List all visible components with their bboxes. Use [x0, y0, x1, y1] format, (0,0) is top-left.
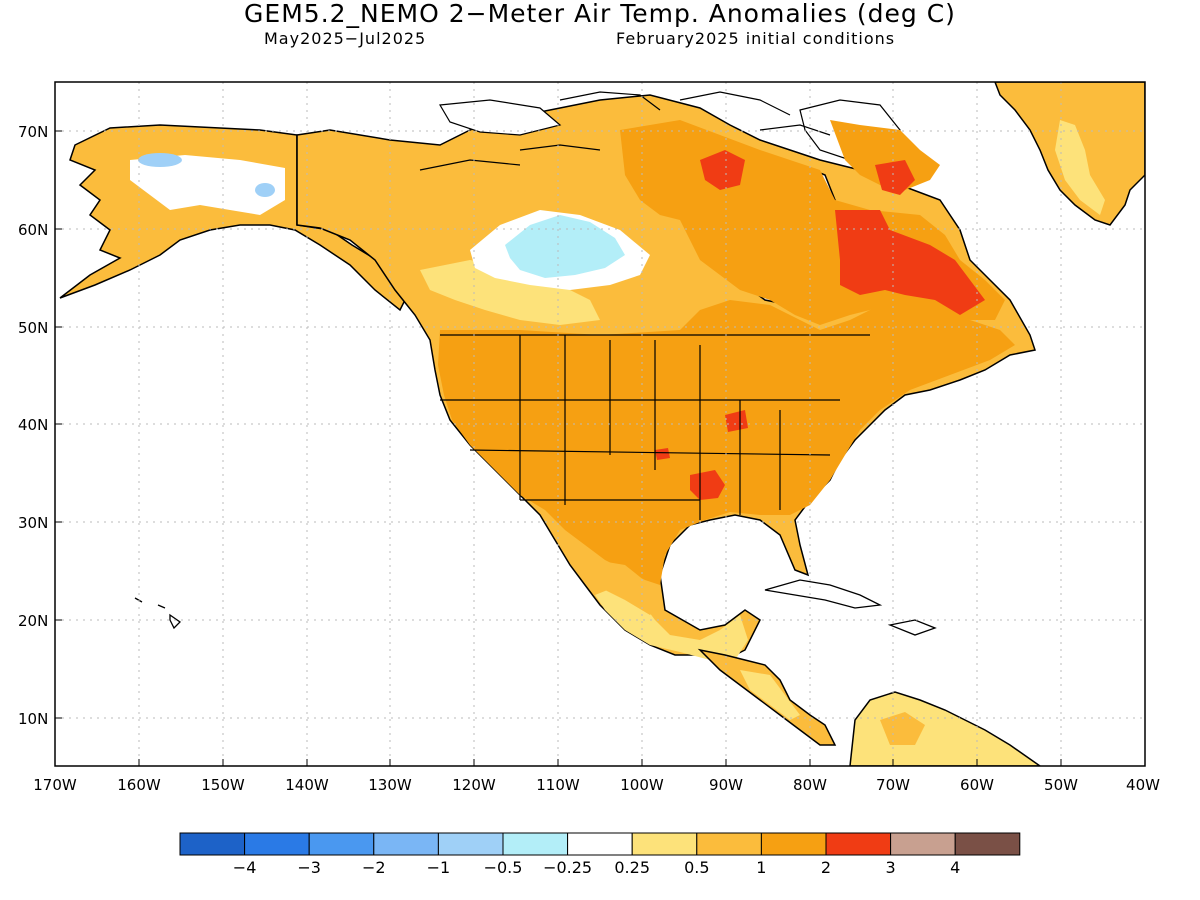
colorbar-swatch: [696, 832, 762, 856]
anomaly-3-arkansas: [690, 470, 725, 500]
colorbar-label: −0.5: [484, 858, 523, 877]
colorbar-swatch: [631, 832, 698, 856]
lat-label: 60N: [18, 221, 48, 239]
lon-label: 130W: [368, 776, 412, 794]
lon-label: 140W: [285, 776, 329, 794]
lat-label: 70N: [18, 123, 48, 141]
colorbar-swatch: [244, 832, 310, 856]
colorbar-label: 0.5: [684, 858, 709, 877]
lat-label: 10N: [18, 710, 48, 728]
anomaly-05-canada-west: [420, 260, 600, 325]
colorbar-swatch: [954, 832, 1021, 856]
colorbar-label: 4: [950, 858, 960, 877]
lon-label: 90W: [709, 776, 743, 794]
alaska-neutral-patch: [130, 155, 285, 215]
arctic-strait: [439, 99, 562, 136]
anomaly-3-baffin: [700, 150, 745, 190]
hispaniola-outline: [887, 619, 937, 636]
lon-labels: 170W 160W 150W 140W 130W 120W 110W 100W …: [33, 776, 1160, 794]
anomaly-2-baffin: [830, 120, 940, 190]
alaska-cool-patch: [138, 153, 182, 167]
colorbar-swatch: [373, 832, 439, 856]
lat-labels: 70N 60N 50N 40N 30N 20N 10N: [18, 123, 48, 728]
greenland-coast-band: [1055, 120, 1105, 215]
lat-ticks: [55, 130, 62, 719]
colorbar-swatch: [179, 832, 246, 856]
colorbar-label: 0.25: [614, 858, 650, 877]
south-america-anomaly-1: [880, 712, 925, 745]
alaska-cool-patch-2: [255, 183, 275, 197]
lon-label: 150W: [201, 776, 245, 794]
lat-label: 30N: [18, 514, 48, 532]
colorbar-label: 1: [756, 858, 766, 877]
colorbar-swatch: [567, 832, 633, 856]
lon-label: 170W: [33, 776, 77, 794]
colorbar-label: 2: [821, 858, 831, 877]
colorbar-swatch: [825, 832, 892, 856]
lon-label: 100W: [620, 776, 664, 794]
anomaly-2-east: [438, 300, 1015, 585]
colorbar-label: −3: [297, 858, 321, 877]
lon-label: 120W: [452, 776, 496, 794]
colorbar-label: −2: [362, 858, 386, 877]
forecast-period: May2025−Jul2025: [264, 29, 427, 48]
lon-ticks: [54, 759, 1146, 766]
cuba-outline: [764, 579, 883, 609]
colorbar-swatch: [437, 832, 504, 856]
anomaly-3-ohio: [725, 410, 748, 432]
colorbar-label: −4: [233, 858, 257, 877]
anomaly-1-mexico: [595, 560, 660, 615]
anomaly-3-oklahoma: [655, 448, 670, 460]
central-america-light: [740, 670, 800, 720]
lat-label: 20N: [18, 612, 48, 630]
political-borders: [296, 135, 870, 520]
anomaly-3-greenland-coast: [875, 160, 915, 195]
lon-label: 160W: [117, 776, 161, 794]
colorbar-swatch: [308, 832, 375, 856]
lon-label: 70W: [876, 776, 910, 794]
lon-label: 60W: [960, 776, 994, 794]
colorbar-swatch: [502, 832, 569, 856]
lon-label: 40W: [1126, 776, 1160, 794]
lat-label: 40N: [18, 416, 48, 434]
cool-patch-nw-canada: [505, 215, 625, 278]
anomaly-3-labrador: [835, 210, 985, 315]
colorbar-label: 3: [886, 858, 896, 877]
south-america-region: [849, 691, 1042, 766]
colorbar-swatch: [890, 832, 956, 856]
lon-label: 80W: [793, 776, 827, 794]
map-title: GEM5.2_NEMO 2−Meter Air Temp. Anomalies …: [244, 0, 956, 28]
colorbar-label: −1: [427, 858, 451, 877]
lon-label: 110W: [536, 776, 580, 794]
lon-label: 50W: [1044, 776, 1078, 794]
colorbar-swatch: [760, 832, 827, 856]
arctic-islands: [419, 91, 831, 171]
lat-label: 50N: [18, 319, 48, 337]
colorbar-label: −0.25: [543, 858, 592, 877]
initial-conditions: February2025 initial conditions: [616, 29, 896, 48]
